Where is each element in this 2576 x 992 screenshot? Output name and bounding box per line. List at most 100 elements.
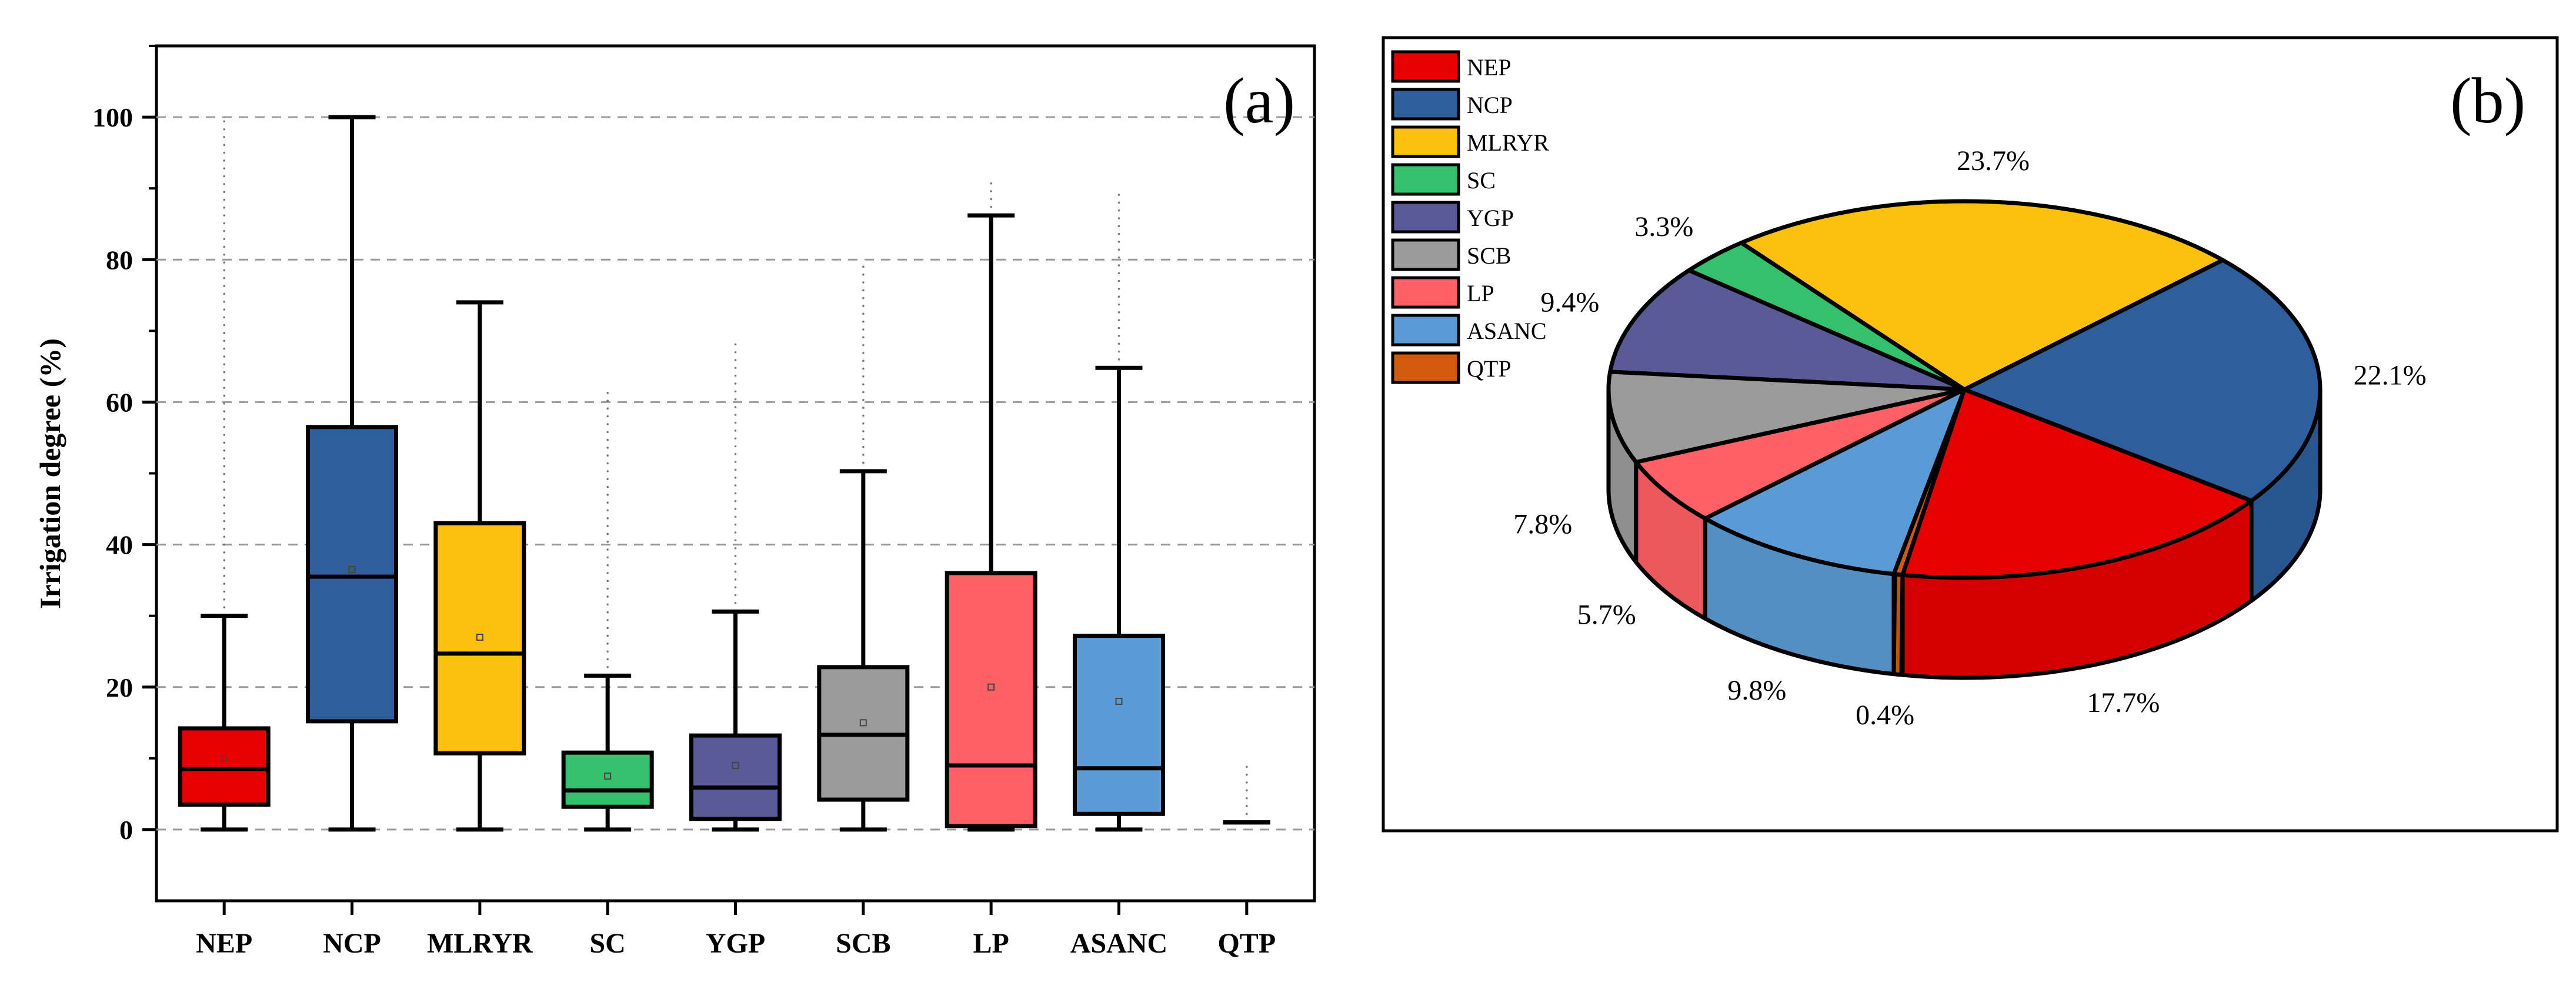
outlier-point [862,445,865,448]
box-ygp [689,343,782,832]
x-tick-label: QTP [1217,928,1276,959]
outlier-point [223,434,225,436]
mean-marker [348,565,356,573]
outlier-point [223,363,225,366]
outlier-point [223,457,225,460]
outlier-point [734,343,737,346]
outlier-point [1117,217,1120,219]
outlier-point [1117,319,1120,321]
legend-label: SC [1467,167,1496,194]
outlier-point [606,540,609,543]
outlier-point [223,402,225,405]
x-tick-label: LP [973,928,1009,959]
outlier-point [862,273,865,276]
legend-label: ASANC [1467,318,1547,344]
outlier-point [862,359,865,362]
pie-label-sc: 3.3% [1634,211,1693,242]
outlier-point [734,421,737,424]
pie-sides [1606,387,2323,680]
boxes [178,115,1270,832]
box-plot-panel: 0 20 40 60 80 100 NEP NCP MLRYR SC YGP SCB LP ASANC Q… [34,44,1316,959]
outlier-point [223,316,225,319]
y-tick-label: 40 [106,530,133,560]
outlier-point [734,547,737,550]
outlier-point [1246,773,1248,776]
outlier-point [223,214,225,217]
outlier-point [223,230,225,232]
outlier-point [1117,248,1120,251]
x-tick-label: NEP [196,928,252,959]
outlier-point [862,289,865,292]
outlier-point [862,430,865,432]
outlier-point [223,198,225,201]
outlier-point [734,437,737,440]
outlier-point [606,627,609,630]
outlier-point [223,324,225,327]
outlier-point [223,128,225,131]
pie-slice-ncp [1962,258,2323,503]
outlier-point [223,441,225,444]
legend-label: MLRYR [1467,129,1549,156]
pie-chart-frame [1382,36,2559,833]
legend-swatch [1391,238,1460,271]
outlier-point [734,453,737,455]
outlier-point [606,643,609,645]
outlier-point [223,379,225,381]
outlier-point [223,590,225,593]
outlier-point [862,414,865,417]
pie-label-ygp: 9.4% [1540,287,1599,318]
outlier-point [1117,279,1120,282]
legend-swatch [1391,351,1460,384]
x-tick-label: ASANC [1070,928,1167,959]
outlier-point [1117,303,1120,306]
outlier-point [734,390,737,393]
box-mlryr [433,300,526,832]
outlier-point [734,539,737,542]
box-asanc [1072,194,1165,832]
mean-marker [859,719,867,727]
x-tick-label: YGP [706,928,765,959]
x-tick-label: SC [589,928,625,959]
outlier-point [734,468,737,471]
outlier-point [223,245,225,248]
outlier-point [223,606,225,608]
outlier-point [223,371,225,374]
outlier-point [734,508,737,510]
outlier-point [734,594,737,597]
outlier-point [223,418,225,421]
outlier-point [1246,781,1248,784]
outlier-point [223,598,225,601]
mean-marker [604,773,612,780]
outlier-point [223,425,225,428]
pie-top [1606,199,2323,580]
pie-slice-scb [1606,369,1967,465]
outlier-point [862,328,865,331]
outlier-point [1117,209,1120,212]
outlier-point [223,512,225,515]
outlier-point [223,488,225,491]
outlier-point [734,484,737,487]
outlier-point [862,383,865,385]
outlier-point [606,611,609,614]
outlier-point [223,308,225,311]
outlier-point [223,167,225,170]
box-ncp [306,115,399,832]
pie-label-asanc: 9.8% [1727,675,1786,706]
outlier-point [990,198,992,201]
outlier-point [1117,272,1120,275]
pie-slice-nep [1900,387,2254,580]
outlier-point [223,151,225,154]
outlier-point [1246,789,1248,792]
outlier-point [223,191,225,194]
box-qtp [1223,765,1270,825]
outlier-point [606,400,609,402]
outlier-point [223,175,225,178]
box-body [306,425,399,724]
outlier-point [1117,295,1120,298]
legend-label: SCB [1467,242,1511,269]
legend-label: QTP [1467,355,1511,382]
outlier-point [734,531,737,534]
outlier-point [606,587,609,590]
y-tick-label: 60 [106,387,133,417]
outlier-point [862,422,865,425]
